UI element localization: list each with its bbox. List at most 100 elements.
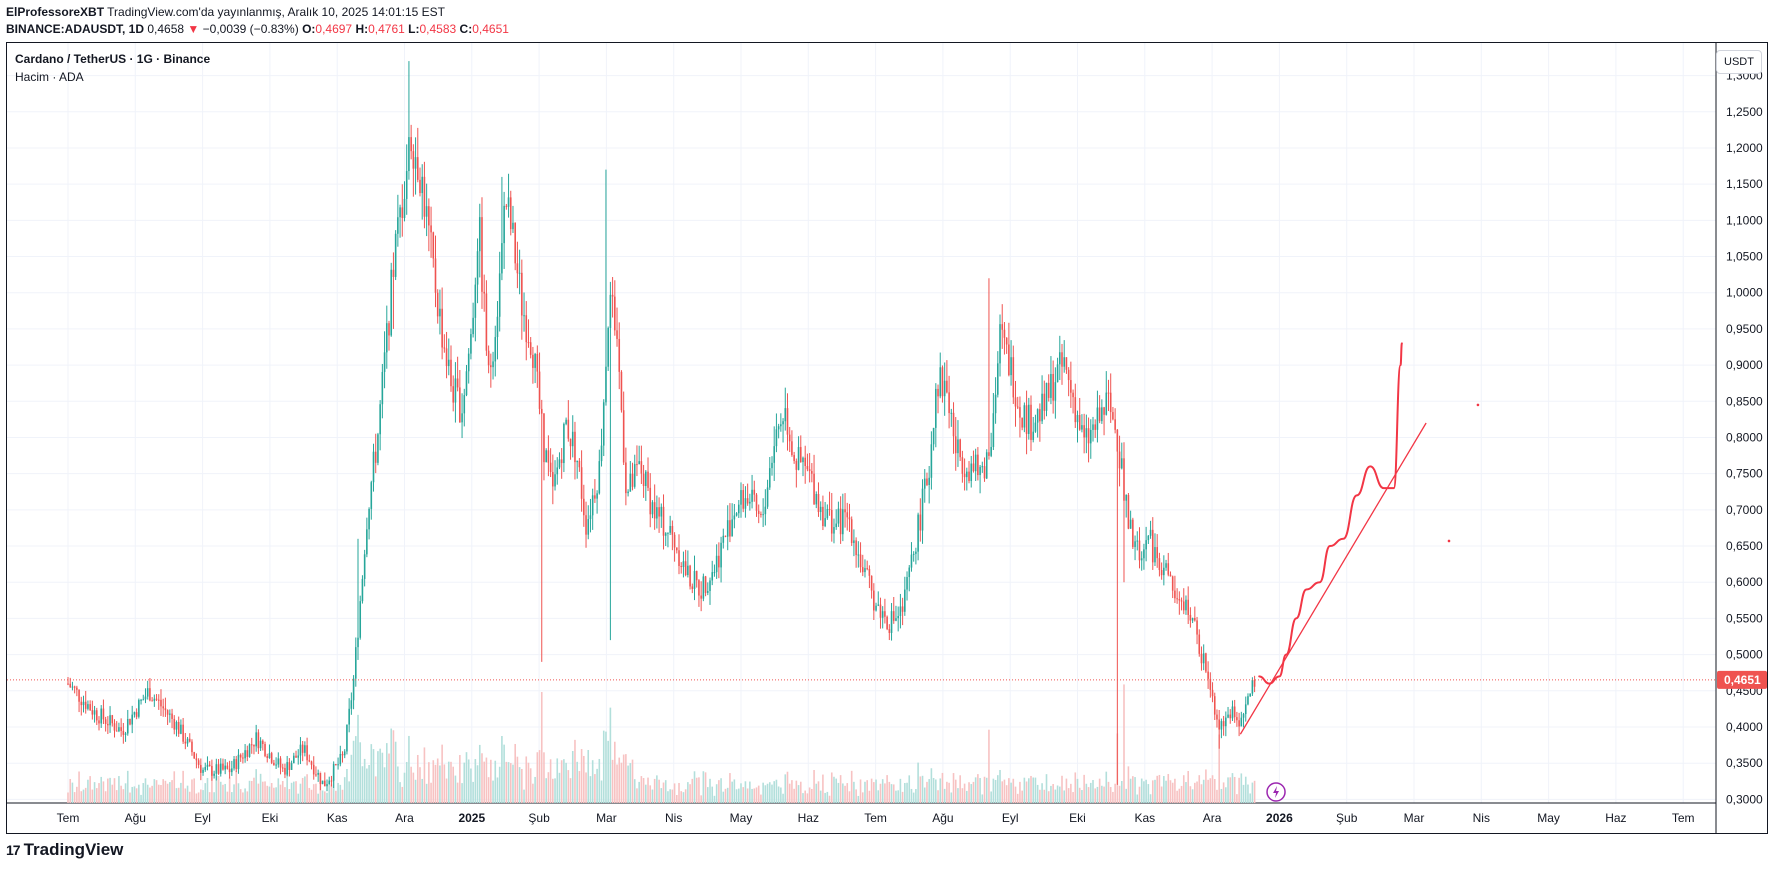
volume-bar xyxy=(671,789,674,803)
volume-bar xyxy=(1021,790,1023,803)
candle-body xyxy=(1054,382,1057,401)
tradingview-footer[interactable]: 17 TradingView xyxy=(6,840,123,860)
candle-body xyxy=(771,462,773,469)
volume-bar xyxy=(461,783,463,803)
volume-bar xyxy=(788,783,791,803)
volume-bar xyxy=(1076,778,1079,803)
volume-bar xyxy=(806,793,809,803)
volume-bar xyxy=(1045,774,1048,803)
volume-bar xyxy=(826,791,829,803)
candle-body xyxy=(952,412,955,437)
volume-bar xyxy=(1063,790,1066,803)
trendline xyxy=(1239,422,1427,735)
volume-bar xyxy=(890,784,893,803)
candle-body xyxy=(1238,720,1240,727)
volume-bar xyxy=(131,786,134,803)
candle-body xyxy=(870,575,873,591)
candle-body xyxy=(1151,529,1154,563)
candle-body xyxy=(1220,721,1223,730)
currency-button[interactable]: USDT xyxy=(1716,50,1762,74)
candle-body xyxy=(868,568,871,576)
candle-body xyxy=(270,753,273,763)
candle-body xyxy=(536,353,539,372)
volume-bar xyxy=(290,782,293,803)
candle-body xyxy=(505,205,508,207)
volume-bar xyxy=(540,692,543,803)
volume-bar xyxy=(700,795,702,803)
volume-bar xyxy=(1211,775,1214,803)
volume-bar xyxy=(742,787,745,803)
y-tick-label: 1,2000 xyxy=(1726,141,1763,155)
candle-body xyxy=(235,759,238,770)
candle-body xyxy=(937,388,939,397)
candle-body xyxy=(474,284,477,318)
volume-bar xyxy=(850,770,853,803)
candle-body xyxy=(1012,357,1015,398)
candle-body xyxy=(904,589,906,612)
candle-body xyxy=(1052,373,1054,401)
volume-bar xyxy=(609,707,612,803)
candle-body xyxy=(126,719,129,734)
volume-bar xyxy=(177,787,180,803)
volume-bar xyxy=(357,714,359,803)
volume-bar xyxy=(921,775,924,803)
volume-bar xyxy=(642,778,645,803)
candle-body xyxy=(284,767,286,775)
volume-bar xyxy=(1043,789,1046,803)
close-value: 0,4651 xyxy=(472,22,509,36)
volume-bar xyxy=(782,793,784,803)
x-tick-label: Haz xyxy=(798,811,819,825)
candle-body xyxy=(160,699,162,707)
volume-bar xyxy=(744,781,747,803)
volume-legend[interactable]: Hacim · ADA xyxy=(15,70,84,84)
x-tick-label: Ağu xyxy=(932,811,953,825)
y-tick-label: 1,0500 xyxy=(1726,250,1763,264)
candle-body xyxy=(184,741,187,744)
volume-bar xyxy=(73,792,76,803)
volume-bar xyxy=(1041,783,1043,803)
candle-body xyxy=(288,762,291,770)
volume-bar xyxy=(870,778,873,803)
volume-bar xyxy=(392,730,395,803)
candle-body xyxy=(966,471,968,478)
chart-panel[interactable] xyxy=(6,42,1768,834)
volume-bar xyxy=(452,766,455,803)
candle-body xyxy=(605,366,607,403)
candle-body xyxy=(516,263,519,274)
candle-body xyxy=(144,696,147,700)
candle-body xyxy=(445,348,448,367)
candle-body xyxy=(994,394,997,414)
candle-body xyxy=(343,751,346,756)
candle-body xyxy=(191,741,193,753)
candle-body xyxy=(939,367,942,397)
candle-body xyxy=(69,683,72,688)
candle-body xyxy=(452,386,455,403)
volume-bar xyxy=(684,789,687,803)
volume-bar xyxy=(602,730,605,803)
candle-body xyxy=(1109,392,1112,413)
candle-body xyxy=(1194,618,1196,621)
candle-body xyxy=(1233,706,1236,718)
candle-body xyxy=(808,469,811,472)
volume-bar xyxy=(1065,778,1068,803)
y-tick-label: 0,4000 xyxy=(1726,720,1763,734)
candle-body xyxy=(552,472,554,487)
candle-body xyxy=(547,450,550,463)
candle-body xyxy=(1036,409,1039,423)
x-tick-label: Ara xyxy=(1203,811,1222,825)
volume-bar xyxy=(416,754,419,803)
volume-bar xyxy=(620,762,623,803)
candle-body xyxy=(359,601,362,638)
publisher-name[interactable]: ElProfessoreXBT xyxy=(6,5,105,19)
candle-body xyxy=(255,732,257,747)
volume-bar xyxy=(122,789,125,803)
candle-body xyxy=(1034,422,1037,432)
volume-bar xyxy=(1129,778,1132,803)
series-title[interactable]: Cardano / TetherUS · 1G · Binance xyxy=(15,52,211,66)
volume-bar xyxy=(288,789,291,803)
volume-bar xyxy=(1247,784,1249,803)
volume-bar xyxy=(1096,786,1099,803)
candle-body xyxy=(1120,458,1123,469)
candle-body xyxy=(222,763,224,770)
